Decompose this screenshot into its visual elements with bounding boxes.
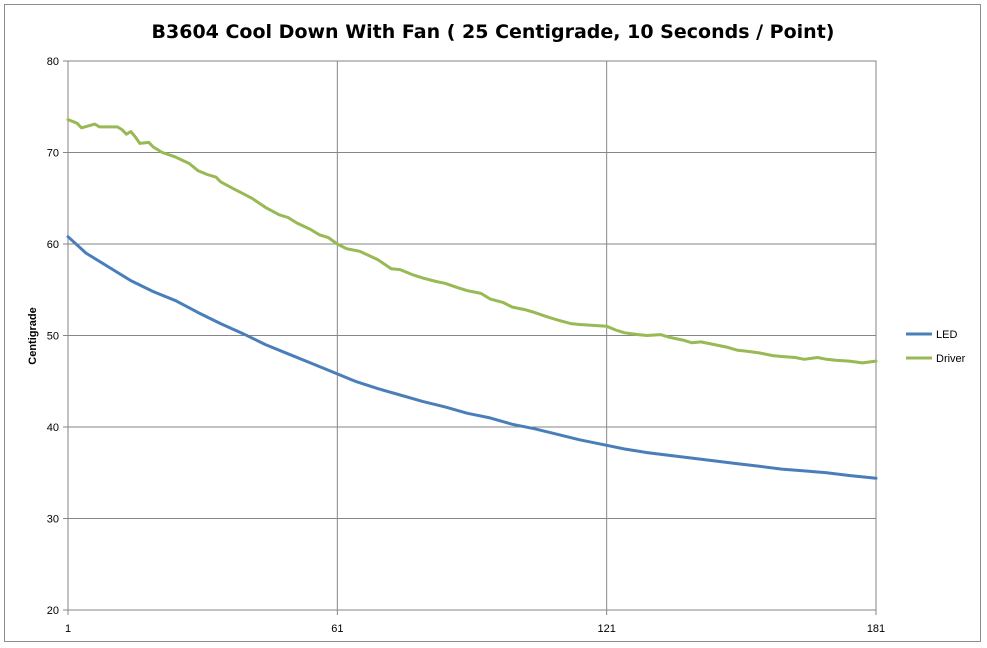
y-tick-label: 30 [47, 514, 59, 526]
y-tick-label: 20 [47, 605, 59, 617]
legend: LED Driver [906, 329, 966, 365]
x-tick-label: 1 [65, 623, 71, 635]
grid-lines [68, 60, 877, 610]
legend-label-driver: Driver [936, 353, 966, 365]
x-tick-label: 181 [867, 623, 885, 635]
y-tick-label: 60 [47, 239, 59, 251]
x-tick-label: 61 [331, 623, 343, 635]
series-lines [66, 118, 878, 480]
y-axis-label: Centigrade [27, 307, 39, 364]
y-tick-label: 80 [47, 56, 59, 68]
x-tick-label: 121 [597, 623, 615, 635]
y-tick-label: 40 [47, 422, 59, 434]
x-axis-ticks: 1 61 121 181 [65, 610, 885, 635]
series-line-driver [66, 118, 878, 365]
y-tick-label: 70 [47, 148, 59, 160]
chart-frame [4, 4, 981, 642]
legend-label-led: LED [936, 329, 957, 341]
series-line-led [66, 235, 878, 480]
chart-title: B3604 Cool Down With Fan ( 25 Centigrade… [152, 21, 835, 43]
y-tick-label: 50 [47, 331, 59, 343]
y-axis-ticks: 20 30 40 50 60 70 80 [47, 56, 68, 617]
